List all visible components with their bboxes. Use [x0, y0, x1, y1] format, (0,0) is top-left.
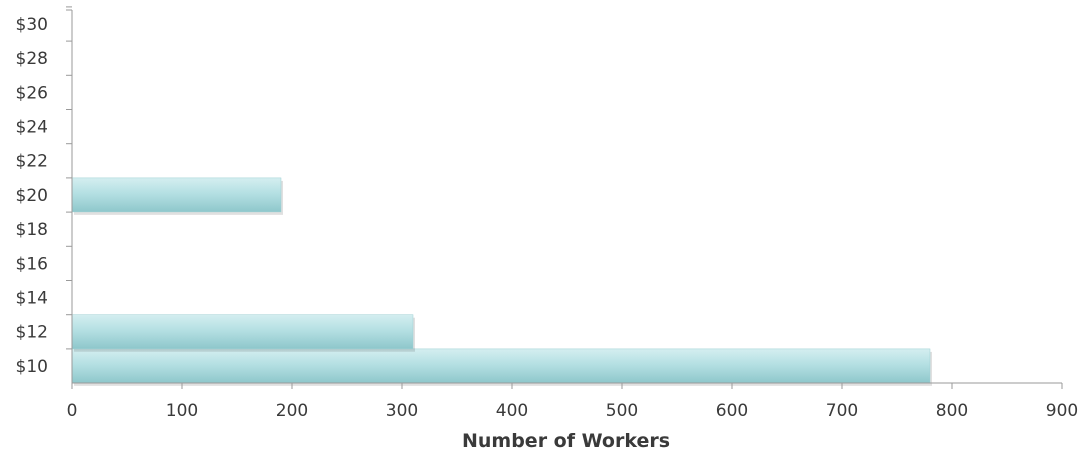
x-tick-label: 500 — [606, 401, 638, 421]
y-tick-label: $20 — [16, 186, 48, 206]
y-tick-label: $16 — [16, 254, 48, 274]
x-tick-label: 600 — [716, 401, 748, 421]
bar — [71, 348, 931, 384]
y-tick-label: $26 — [16, 83, 48, 103]
x-tick-label: 400 — [496, 401, 528, 421]
x-tick-label: 300 — [386, 401, 418, 421]
y-tick-label: $30 — [16, 15, 48, 35]
x-tick-label: 200 — [276, 401, 308, 421]
bar — [71, 177, 282, 213]
x-tick-label: 800 — [936, 401, 968, 421]
y-tick-label: $18 — [16, 220, 48, 240]
x-axis-ticks: 0 100 200 300 400 500 600 700 800 900 — [67, 383, 1078, 421]
y-tick-label: $10 — [16, 357, 48, 377]
y-tick-label: $14 — [16, 289, 48, 309]
y-tick-label: $12 — [16, 323, 48, 343]
y-axis-ticks: $10 $12 $14 $16 $18 $20 $22 $24 $26 $28 $30 — [16, 6, 72, 377]
x-tick-label: 100 — [166, 401, 198, 421]
y-tick-label: $22 — [16, 152, 48, 172]
x-tick-label: 700 — [826, 401, 858, 421]
y-tick-label: $28 — [16, 49, 48, 69]
bars — [71, 177, 932, 386]
x-tick-label: 0 — [67, 401, 78, 421]
x-axis-title: Number of Workers — [462, 430, 670, 452]
bar — [71, 314, 414, 349]
y-tick-label: $24 — [16, 118, 48, 138]
x-tick-label: 900 — [1046, 401, 1078, 421]
